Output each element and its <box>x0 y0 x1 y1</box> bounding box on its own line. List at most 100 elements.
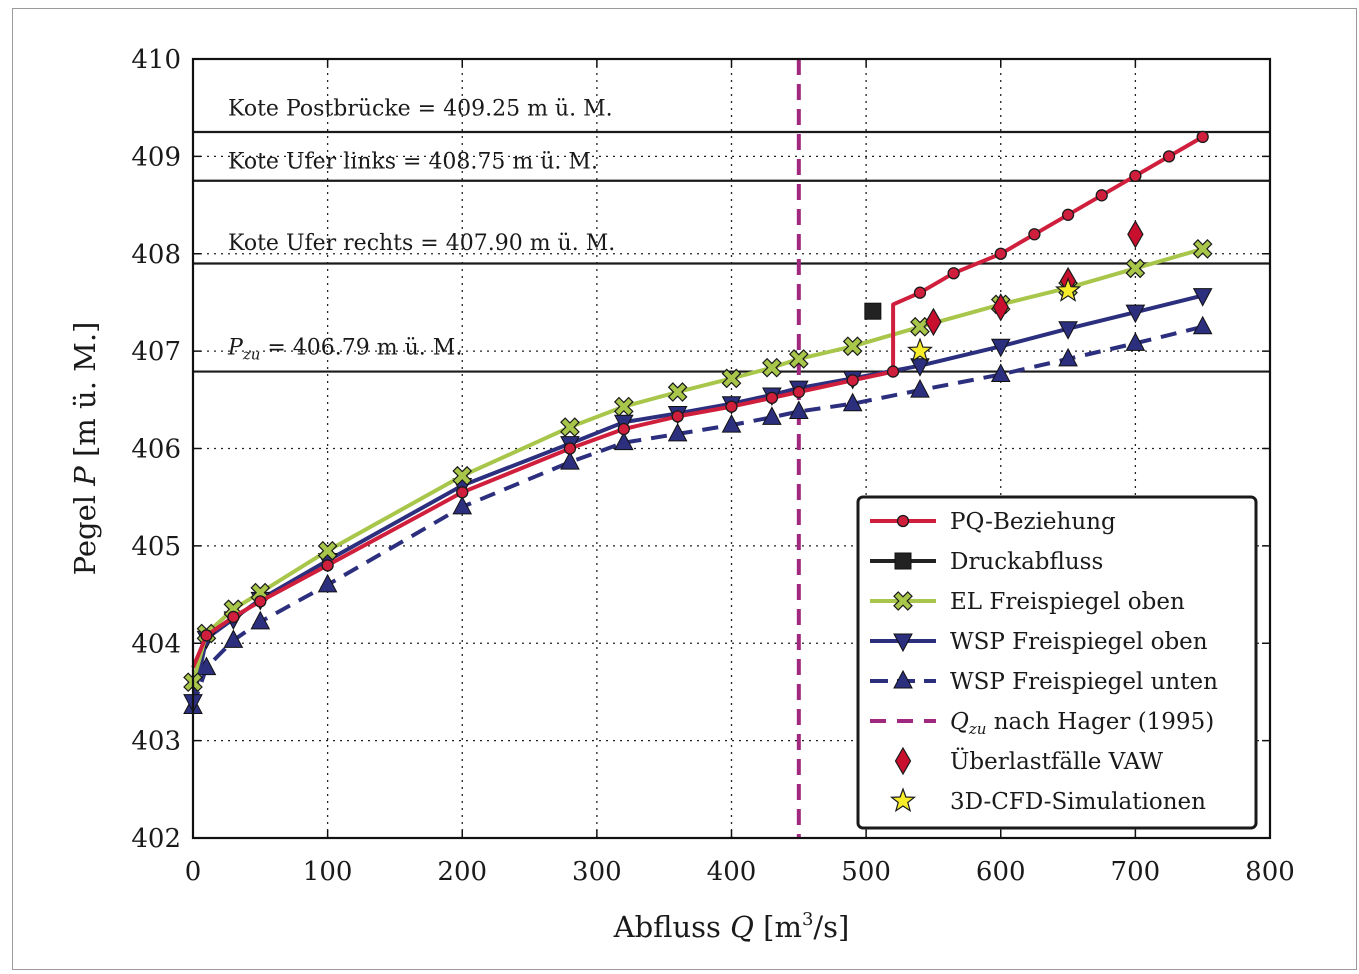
legend-label: WSP Freispiegel unten <box>950 669 1218 695</box>
legend-marker-swatch <box>896 514 910 528</box>
legend-box <box>856 495 1258 830</box>
point-marker <box>1054 277 1082 302</box>
x-tick-label: 200 <box>437 857 487 887</box>
point-marker <box>925 307 942 337</box>
series-group <box>906 277 1082 363</box>
y-tick-label: 407 <box>131 337 181 367</box>
legend-item: Qzu nach Hager (1995) <box>870 709 1214 738</box>
x-tick-label: 600 <box>976 857 1026 887</box>
point-marker <box>1192 239 1213 259</box>
y-axis-label: Pegel P [m ü. M.] <box>68 322 102 576</box>
point-marker <box>1192 288 1213 307</box>
point-marker <box>1125 332 1146 351</box>
point-marker <box>1196 130 1209 144</box>
point-marker <box>1095 189 1108 202</box>
point-marker <box>254 595 267 608</box>
y-tick-label: 402 <box>131 824 181 854</box>
point-marker <box>613 396 634 417</box>
point-marker <box>864 302 882 320</box>
point-marker <box>910 358 930 377</box>
point-marker <box>842 336 863 357</box>
y-tick-label: 409 <box>131 142 181 172</box>
legend-item: WSP Freispiegel oben <box>870 629 1208 655</box>
point-marker <box>1162 150 1176 163</box>
point-marker <box>846 374 859 387</box>
y-tick-label: 410 <box>131 45 181 75</box>
legend-item: PQ-Beziehung <box>870 509 1116 535</box>
point-marker <box>765 391 779 405</box>
point-marker <box>560 451 580 470</box>
legend-label: Qzu nach Hager (1995) <box>950 709 1214 738</box>
point-marker <box>1058 347 1078 367</box>
point-marker <box>452 465 473 486</box>
point-marker <box>762 406 782 425</box>
x-tick-label: 300 <box>572 857 622 887</box>
point-marker <box>227 610 240 624</box>
x-axis-label: Abfluss Q [m3/s] <box>613 909 850 944</box>
point-marker <box>613 431 634 451</box>
legend-marker-swatch <box>893 591 913 611</box>
point-marker <box>788 349 809 369</box>
point-marker <box>617 422 630 436</box>
point-marker <box>792 385 805 399</box>
point-marker <box>667 382 688 402</box>
legend-item: 3D-CFD-Simulationen <box>889 787 1206 815</box>
point-marker <box>1125 304 1146 324</box>
legend-label: EL Freispiegel oben <box>950 589 1185 615</box>
point-marker <box>994 247 1007 260</box>
legend-label: WSP Freispiegel oben <box>950 629 1208 655</box>
point-marker <box>671 410 684 423</box>
legend: PQ-Beziehung Druckabfluss EL Freispiegel o… <box>856 495 1258 830</box>
point-marker <box>200 629 213 642</box>
series-line <box>191 135 1204 669</box>
x-tick-label: 100 <box>303 857 353 887</box>
point-marker <box>223 629 244 648</box>
point-marker <box>1192 315 1213 335</box>
point-marker <box>842 392 863 412</box>
legend-item: Überlastfälle VAW <box>894 746 1163 776</box>
legend-label: PQ-Beziehung <box>950 509 1116 535</box>
legend-label: Druckabfluss <box>950 549 1103 575</box>
point-marker <box>990 363 1011 382</box>
figure-frame <box>12 8 1357 970</box>
legend-item: Druckabfluss <box>870 549 1103 575</box>
y-tick-label: 403 <box>131 727 181 757</box>
legend-marker-swatch <box>894 552 912 570</box>
point-marker <box>1028 228 1041 241</box>
series-group <box>191 130 1209 669</box>
point-marker <box>317 573 338 593</box>
point-marker <box>886 365 900 378</box>
point-marker <box>1129 169 1142 183</box>
point-marker <box>250 610 271 630</box>
point-marker <box>321 559 334 572</box>
legend-label: 3D-CFD-Simulationen <box>950 789 1206 815</box>
legend-item: EL Freispiegel oben <box>870 589 1185 615</box>
point-marker <box>990 338 1011 358</box>
point-marker <box>560 417 580 437</box>
reference-line-label: Kote Ufer rechts = 407.90 m ü. M. <box>228 231 615 256</box>
point-marker <box>721 368 742 389</box>
reference-line-label: Pzu = 406.79 m ü. M. <box>227 335 462 363</box>
point-marker <box>563 442 577 455</box>
point-marker <box>906 337 934 363</box>
point-marker <box>788 400 809 419</box>
legend-marker-swatch <box>893 669 913 689</box>
legend-marker-swatch <box>893 633 913 653</box>
point-marker <box>452 495 473 515</box>
point-marker <box>1127 220 1144 249</box>
legend-marker-swatch <box>894 746 912 776</box>
point-marker <box>910 379 930 398</box>
series-group <box>183 315 1213 715</box>
point-marker <box>456 486 469 499</box>
x-tick-label: 0 <box>185 857 202 887</box>
reference-line-label: Kote Ufer links = 408.75 m ü. M. <box>228 149 598 174</box>
point-marker <box>762 357 782 378</box>
point-marker <box>1058 321 1078 340</box>
point-marker <box>721 414 742 433</box>
y-tick-label: 404 <box>131 629 181 659</box>
x-tick-label: 500 <box>841 857 891 887</box>
legend-marker-swatch <box>889 787 917 813</box>
legend-label: Überlastfälle VAW <box>950 748 1163 775</box>
legend-item: WSP Freispiegel unten <box>870 669 1218 695</box>
